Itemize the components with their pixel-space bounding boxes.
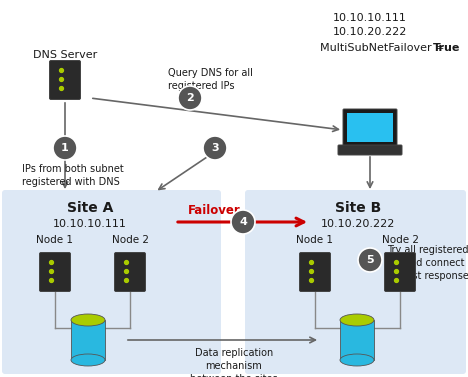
Text: True: True [433,43,461,53]
Circle shape [178,86,202,110]
FancyBboxPatch shape [115,253,146,291]
Text: 4: 4 [239,217,247,227]
Text: 10.10.20.222: 10.10.20.222 [321,219,395,229]
Text: Node 1: Node 1 [37,235,73,245]
Text: IPs from both subnet
registered with DNS: IPs from both subnet registered with DNS [22,164,124,187]
FancyBboxPatch shape [245,190,466,374]
Text: Node 2: Node 2 [111,235,148,245]
Text: 10.10.10.111: 10.10.10.111 [53,219,127,229]
Bar [71,320,105,360]
Text: Query DNS for all
registered IPs: Query DNS for all registered IPs [168,68,253,91]
FancyBboxPatch shape [343,109,397,147]
Ellipse shape [340,354,374,366]
FancyBboxPatch shape [39,253,71,291]
FancyBboxPatch shape [385,253,416,291]
Text: 1: 1 [61,143,69,153]
Circle shape [203,136,227,160]
Text: 10.10.10.111: 10.10.10.111 [333,13,407,23]
Ellipse shape [340,314,374,326]
Ellipse shape [71,314,105,326]
Text: Failover: Failover [188,204,241,216]
Text: 3: 3 [211,143,219,153]
FancyBboxPatch shape [338,145,402,155]
Ellipse shape [71,354,105,366]
Text: 10.10.20.222: 10.10.20.222 [333,27,407,37]
Text: Data replication
mechanism
between the sites: Data replication mechanism between the s… [190,348,278,377]
Text: Node 2: Node 2 [381,235,418,245]
Circle shape [231,210,255,234]
Circle shape [358,248,382,272]
FancyBboxPatch shape [300,253,330,291]
Circle shape [53,136,77,160]
Text: 2: 2 [186,93,194,103]
Text: Node 1: Node 1 [297,235,334,245]
Text: DNS Server: DNS Server [33,50,97,60]
FancyBboxPatch shape [2,190,221,374]
Bar [347,113,393,142]
FancyBboxPatch shape [50,60,80,100]
Text: Site B: Site B [335,201,381,215]
Text: 5: 5 [366,255,374,265]
Bar [340,320,374,360]
Text: Site A: Site A [67,201,113,215]
Text: MultiSubNetFailover =: MultiSubNetFailover = [320,43,448,53]
Text: Try all registered
IPs and connect
on first response: Try all registered IPs and connect on fi… [387,245,468,281]
